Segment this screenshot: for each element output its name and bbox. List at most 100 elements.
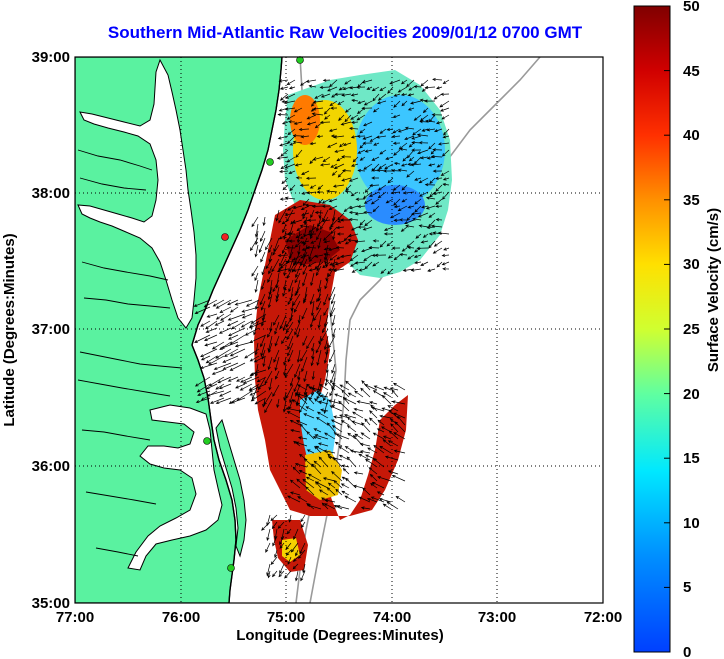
velocity-arrow	[413, 85, 422, 89]
velocity-arrow	[275, 209, 280, 222]
velocity-arrow	[428, 142, 436, 150]
velocity-arrow	[217, 376, 232, 384]
velocity-arrow	[276, 398, 280, 409]
velocity-arrow	[334, 393, 343, 398]
velocity-arrow	[425, 196, 436, 200]
velocity-arrow	[227, 313, 246, 321]
velocity-arrow	[227, 299, 239, 306]
velocity-arrow	[383, 226, 394, 231]
velocity-arrow	[402, 156, 408, 162]
velocity-arrow	[317, 442, 329, 447]
velocity-arrow	[311, 349, 315, 360]
colorbar: 50 45 40 35 30 25 20 15 10 5 0 Surface V…	[633, 0, 722, 659]
velocity-arrow	[330, 370, 336, 384]
velocity-arrow	[305, 406, 315, 412]
velocity-arrow	[417, 149, 429, 155]
velocity-arrow	[439, 107, 450, 112]
velocity-arrow	[372, 205, 380, 213]
velocity-arrow	[373, 142, 380, 146]
velocity-arrow	[323, 293, 329, 306]
velocity-arrow	[323, 233, 331, 241]
velocity-arrow	[391, 169, 401, 173]
velocity-arrow	[363, 210, 373, 215]
velocity-arrow	[356, 400, 371, 405]
velocity-arrow	[379, 128, 387, 134]
velocity-arrow	[298, 127, 310, 132]
velocity-arrow	[363, 254, 373, 262]
velocity-arrow	[322, 156, 331, 163]
velocity-arrow	[328, 205, 338, 210]
velocity-arrow	[286, 114, 296, 120]
velocity-arrow	[205, 355, 218, 364]
velocity-arrow	[311, 204, 324, 209]
velocity-arrow	[400, 92, 408, 97]
velocity-arrow	[397, 168, 408, 172]
velocity-arrow	[372, 107, 380, 113]
velocity-arrow	[278, 258, 287, 272]
velocity-arrow	[371, 176, 379, 180]
velocity-arrow	[289, 479, 301, 489]
velocity-arrow	[348, 210, 359, 215]
velocity-arrow	[245, 299, 260, 307]
velocity-arrow	[286, 209, 294, 223]
velocity-arrow	[296, 226, 303, 232]
velocity-arrow	[296, 230, 301, 244]
velocity-arrow	[248, 320, 267, 329]
velocity-arrow	[235, 383, 246, 389]
velocity-arrow	[253, 321, 259, 336]
velocity-arrow	[309, 293, 315, 305]
velocity-arrow	[300, 251, 308, 267]
velocity-arrow	[262, 398, 266, 408]
velocity-arrow	[330, 106, 338, 110]
velocity-arrow	[228, 334, 239, 340]
colorbar-tick-label: 45	[683, 63, 700, 80]
y-tick-label: 38:00	[32, 185, 70, 202]
velocity-arrow	[294, 286, 301, 297]
velocity-arrow	[376, 491, 385, 496]
velocity-arrow	[367, 447, 378, 454]
velocity-arrow	[320, 328, 329, 342]
velocity-arrow	[292, 293, 301, 307]
velocity-arrow	[287, 293, 294, 306]
velocity-arrow	[349, 449, 364, 454]
velocity-arrow	[288, 258, 294, 273]
velocity-arrow	[309, 142, 317, 146]
velocity-arrow	[397, 86, 408, 93]
velocity-arrow	[323, 107, 331, 115]
velocity-arrow	[240, 320, 253, 328]
velocity-arrow	[364, 261, 373, 270]
velocity-arrow	[399, 147, 408, 151]
velocity-arrow	[241, 306, 260, 313]
velocity-arrow	[400, 163, 408, 167]
velocity-arrow	[425, 119, 436, 123]
velocity-arrow	[248, 383, 260, 391]
velocity-arrow	[287, 205, 296, 211]
velocity-arrow	[408, 86, 415, 91]
velocity-arrow	[332, 184, 345, 188]
velocity-arrow	[382, 435, 392, 440]
velocity-arrow	[222, 355, 239, 363]
velocity-arrow	[348, 177, 359, 182]
velocity-arrow	[357, 100, 366, 105]
velocity-arrow	[364, 418, 371, 426]
velocity-arrow	[267, 286, 273, 301]
velocity-arrow	[310, 240, 317, 244]
velocity-arrow	[285, 93, 296, 99]
velocity-arrow	[228, 327, 246, 337]
velocity-arrow	[420, 156, 429, 160]
velocity-arrow	[366, 86, 373, 90]
velocity-arrow	[272, 279, 280, 293]
velocity-arrow	[328, 335, 336, 349]
velocity-arrow	[260, 335, 266, 348]
velocity-arrow	[286, 328, 294, 341]
velocity-arrow	[432, 247, 443, 254]
velocity-arrow	[268, 342, 273, 354]
velocity-arrow	[294, 570, 299, 582]
velocity-arrow	[260, 300, 266, 311]
velocity-arrow	[274, 549, 278, 559]
velocity-arrow	[314, 254, 324, 258]
velocity-arrow	[420, 261, 429, 266]
velocity-arrow	[440, 170, 450, 176]
velocity-arrow	[273, 314, 280, 326]
